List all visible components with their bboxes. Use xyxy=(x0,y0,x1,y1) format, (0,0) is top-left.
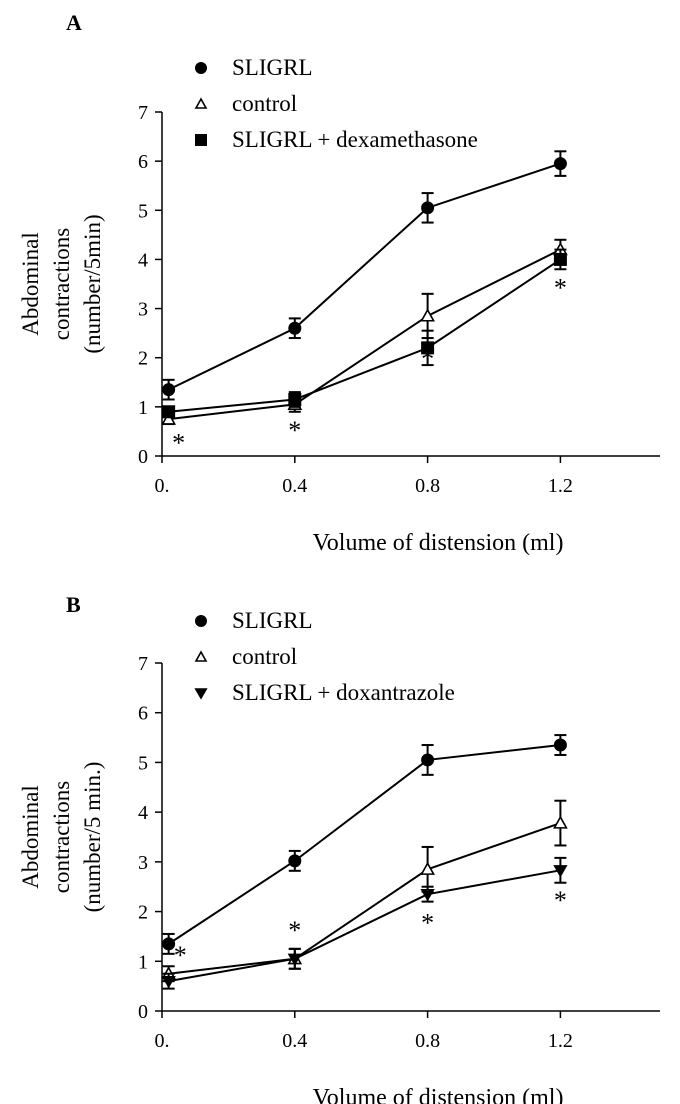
significance-marker: * xyxy=(421,345,434,374)
y-axis-label: Abdominal xyxy=(18,232,43,336)
y-axis-label: contractions xyxy=(49,228,74,340)
y-tick-label: 2 xyxy=(138,902,148,924)
y-axis-label: contractions xyxy=(49,781,74,893)
significance-marker: * xyxy=(172,428,185,457)
chart-panel-b: 0 1 2 3 4 5 6 7 0. 0.4 0.8 1.2 Volume of distension … xyxy=(18,608,660,1104)
y-axis-label: (number/5min) xyxy=(80,214,105,353)
panel-label-a: A xyxy=(66,10,82,35)
legend-marker xyxy=(195,62,207,74)
data-point xyxy=(161,411,176,425)
data-point xyxy=(162,383,176,397)
data-point xyxy=(553,738,567,752)
x-tick-label: 0.8 xyxy=(415,1030,440,1052)
data-point xyxy=(553,815,568,829)
significance-marker: * xyxy=(174,941,187,970)
legend-label: SLIGRL + doxantrazole xyxy=(232,680,455,705)
significance-marker: * xyxy=(554,886,567,915)
x-tick-label: 1.2 xyxy=(548,1030,573,1052)
data-point xyxy=(287,953,302,966)
legend-label: SLIGRL xyxy=(232,608,313,633)
y-tick-label: 2 xyxy=(138,348,148,370)
y-tick-label: 1 xyxy=(138,397,148,419)
series-line xyxy=(168,162,561,391)
data-point xyxy=(421,201,435,215)
y-tick-label: 1 xyxy=(138,951,148,973)
legend-marker xyxy=(194,688,208,700)
x-tick-label: 0. xyxy=(155,475,170,497)
legend-label: control xyxy=(232,91,297,116)
significance-marker: * xyxy=(288,416,301,445)
series-line xyxy=(168,822,561,975)
data-point xyxy=(421,341,435,355)
y-tick-label: 0 xyxy=(138,1001,148,1023)
data-point xyxy=(288,854,302,868)
significance-marker: * xyxy=(554,273,567,302)
data-point xyxy=(420,888,435,902)
series-line xyxy=(168,248,561,421)
data-point xyxy=(553,865,568,878)
series-line xyxy=(168,869,561,983)
significance-marker: * xyxy=(288,916,301,945)
y-tick-label: 5 xyxy=(138,752,148,774)
data-point xyxy=(288,392,302,406)
series-line xyxy=(168,258,561,413)
data-point xyxy=(553,157,567,171)
y-tick-label: 6 xyxy=(138,703,148,725)
data-point xyxy=(162,405,176,419)
data-point xyxy=(420,308,435,322)
x-tick-label: 1.2 xyxy=(548,475,573,497)
legend-marker xyxy=(195,615,207,627)
y-tick-label: 4 xyxy=(138,249,148,271)
y-tick-label: 6 xyxy=(138,151,148,173)
y-tick-label: 3 xyxy=(138,299,148,321)
legend-label: SLIGRL xyxy=(232,55,313,80)
significance-marker: * xyxy=(421,909,434,938)
y-tick-label: 0 xyxy=(138,446,148,468)
legend-marker xyxy=(194,97,208,109)
legend-label: SLIGRL + dexamethasone xyxy=(232,127,478,152)
legend-marker xyxy=(194,650,208,662)
panel-label-b: B xyxy=(66,592,81,617)
y-tick-label: 3 xyxy=(138,852,148,874)
data-point xyxy=(553,252,567,266)
legend-label: control xyxy=(232,644,297,669)
x-tick-label: 0.8 xyxy=(415,475,440,497)
y-tick-label: 5 xyxy=(138,200,148,222)
data-point xyxy=(161,975,176,989)
y-axis-label: Abdominal xyxy=(18,785,43,889)
data-point xyxy=(162,937,176,951)
y-tick-label: 4 xyxy=(138,802,148,824)
legend-marker xyxy=(195,134,207,146)
x-tick-label: 0. xyxy=(155,1030,170,1052)
y-axis-label: (number/5 min.) xyxy=(80,762,105,913)
data-point xyxy=(421,753,435,767)
series-line xyxy=(168,744,561,945)
data-point xyxy=(288,321,302,335)
x-tick-label: 0.4 xyxy=(282,1030,307,1052)
x-tick-label: 0.4 xyxy=(282,475,307,497)
y-tick-label: 7 xyxy=(138,102,148,124)
y-tick-label: 7 xyxy=(138,653,148,675)
x-axis-label: Volume of distension (ml) xyxy=(313,1085,564,1104)
chart-panel-a: 0 1 2 3 4 5 6 7 0. 0.4 0.8 1.2 Volume of distension … xyxy=(18,55,660,556)
data-point xyxy=(420,861,435,875)
x-axis-label: Volume of distension (ml) xyxy=(313,530,564,556)
